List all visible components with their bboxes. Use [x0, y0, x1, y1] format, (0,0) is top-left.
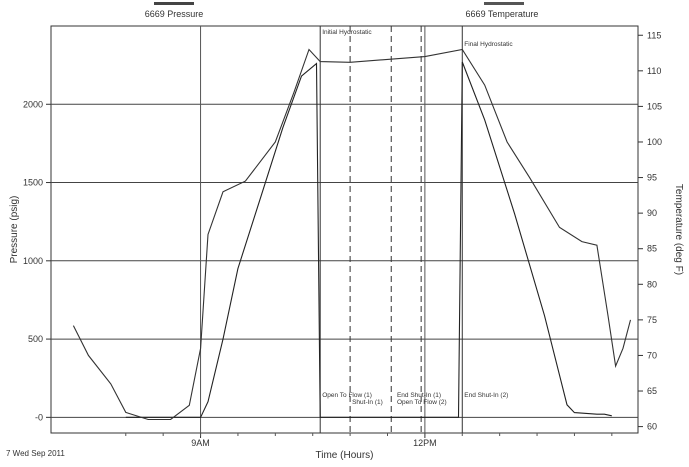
event-annotation: Open To Flow (2) [397, 399, 447, 406]
legend-swatch-temperature [484, 2, 524, 5]
y-right-tick-label: 70 [647, 350, 657, 360]
y-right-tick-label: 65 [647, 386, 657, 396]
y-left-tick-label: -0 [35, 412, 43, 422]
y-right-tick-label: 95 [647, 173, 657, 183]
event-annotation: End Shut-In (2) [464, 392, 508, 399]
y-left-tick-label: 500 [28, 334, 43, 344]
event-annotation: Shut-In (1) [352, 399, 383, 406]
y-right-tick-label: 110 [647, 66, 661, 76]
legend-temperature: 6669 Temperature [466, 9, 539, 19]
x-axis-title: Time (Hours) [316, 450, 374, 461]
y-right-tick-label: 60 [647, 422, 657, 432]
pressure-series-line [125, 61, 612, 418]
legend-swatch-pressure [154, 2, 194, 5]
y-right-axis-title: Temperature (deg F) [673, 184, 684, 275]
event-annotation: Initial Hydrostatic [322, 29, 372, 36]
y-right-tick-label: 100 [647, 137, 662, 147]
x-tick-label: 9AM [191, 438, 210, 448]
y-right-tick-label: 115 [647, 30, 661, 40]
event-annotation: Final Hydrostatic [464, 41, 513, 48]
y-right-tick-label: 85 [647, 244, 657, 254]
date-label: 7 Wed Sep 2011 [6, 449, 65, 458]
y-left-tick-label: 1500 [23, 178, 43, 188]
y-left-tick-label: 2000 [23, 99, 43, 109]
y-left-axis-title: Pressure (psig) [9, 196, 20, 264]
temperature-series-line [72, 48, 632, 421]
plot-frame [50, 25, 639, 434]
y-right-tick-label: 90 [647, 208, 657, 218]
event-annotation: Open To Flow (1) [322, 392, 372, 399]
y-right-tick-label: 75 [647, 315, 657, 325]
x-tick-label: 12PM [413, 438, 437, 448]
y-left-tick-label: 1000 [23, 256, 43, 266]
y-right-tick-label: 105 [647, 101, 662, 111]
event-annotation: End Shut-In (1) [397, 392, 441, 399]
y-right-tick-label: 80 [647, 279, 657, 289]
legend-pressure: 6669 Pressure [145, 9, 204, 19]
